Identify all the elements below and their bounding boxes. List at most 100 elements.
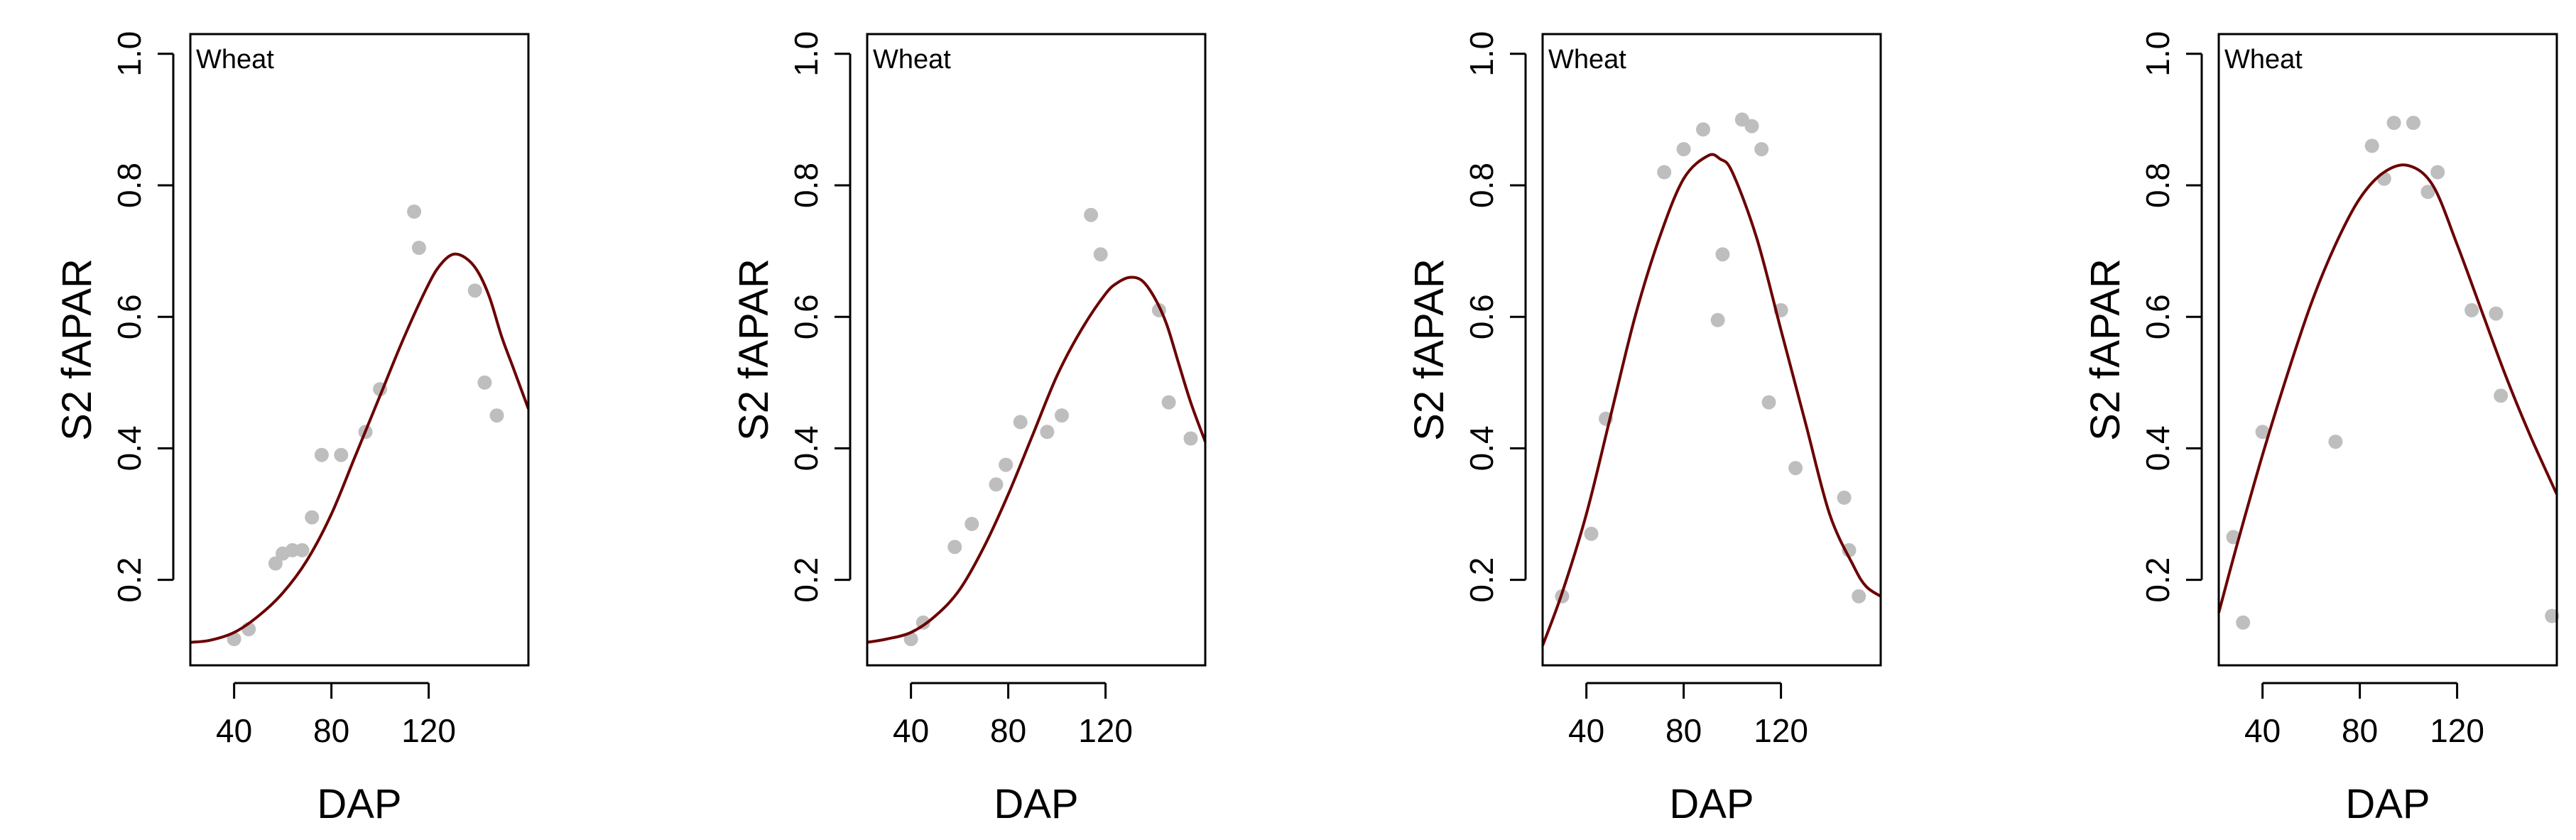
chart-3-point-14: [1788, 461, 1803, 476]
chart-4-point-5: [2364, 138, 2379, 153]
chart-2-x-tick-label-40: 40: [893, 712, 929, 749]
chart-3-x-tick-label-40: 40: [1568, 712, 1604, 749]
chart-2-point-6: [999, 457, 1013, 472]
chart-3-point-6: [1696, 122, 1710, 137]
chart-3-panel-label: Wheat: [1548, 45, 1626, 75]
chart-1-x-axis-label: DAP: [317, 781, 401, 827]
chart-2-x-tick-label-80: 80: [990, 712, 1026, 749]
chart-3-point-10: [1744, 119, 1759, 133]
chart-3-y-axis: 0.2 0.4 0.6 0.8 1.0: [1463, 31, 1527, 603]
chart-2-y-tick-label-0.6: 0.6: [788, 294, 825, 339]
chart-1-y-tick-label-0.8: 0.8: [111, 163, 148, 208]
chart-3-fit-curve: [1541, 153, 1882, 646]
chart-3-point-4: [1657, 165, 1672, 180]
chart-3: 40 80 120 DAP 0.2 0.4 0.6 0.8 1.0 S2 fAPAR Wheat: [1406, 31, 1882, 827]
chart-1-fit-curve: [190, 252, 530, 644]
chart-4-point-11: [2464, 302, 2479, 317]
chart-2-point-7: [1013, 415, 1028, 430]
chart-2-point-13: [1161, 395, 1176, 410]
chart-4-y-axis-label: S2 fAPAR: [2082, 258, 2129, 441]
chart-4-point-14: [2545, 609, 2560, 623]
chart-4-point-4: [2328, 435, 2343, 449]
chart-2-point-9: [1055, 408, 1069, 423]
chart-2-point-10: [1084, 207, 1099, 222]
chart-4-x-tick-label-80: 80: [2342, 712, 2378, 749]
chart-4-point-3: [2255, 425, 2270, 440]
chart-1-y-tick-label-0.6: 0.6: [111, 294, 148, 339]
chart-4-y-tick-label-0.8: 0.8: [2139, 163, 2176, 208]
chart-4-point-7: [2386, 116, 2401, 130]
chart-1-point-9: [334, 447, 349, 462]
chart-1-x-tick-label-80: 80: [313, 712, 349, 749]
chart-3-point-17: [1852, 589, 1866, 604]
chart-1-y-axis-label: S2 fAPAR: [54, 258, 100, 441]
chart-3-y-tick-label-1: 1.0: [1463, 31, 1500, 77]
chart-1-y-tick-label-0.4: 0.4: [111, 425, 148, 471]
chart-2-y-tick-label-1: 1.0: [788, 31, 825, 77]
chart-3-point-8: [1715, 247, 1730, 262]
chart-2-y-axis: 0.2 0.4 0.6 0.8 1.0: [788, 31, 852, 603]
chart-1-points: [227, 204, 504, 646]
chart-3-point-11: [1754, 142, 1769, 157]
chart-3-y-tick-label-0.4: 0.4: [1463, 425, 1500, 471]
chart-2-point-5: [989, 477, 1004, 492]
chart-4-panel-label: Wheat: [2224, 45, 2303, 75]
chart-2-y-tick-label-0.2: 0.2: [788, 557, 825, 603]
chart-2-point-3: [947, 540, 962, 555]
chart-3-y-tick-label-0.8: 0.8: [1463, 163, 1500, 208]
chart-1-point-13: [411, 241, 426, 255]
chart-4-point-10: [2430, 165, 2445, 180]
chart-4-x-axis-label: DAP: [2345, 781, 2430, 827]
chart-4-point-9: [2420, 185, 2435, 200]
chart-4-point-12: [2489, 306, 2504, 321]
chart-1-y-axis: 0.2 0.4 0.6 0.8 1.0: [111, 31, 175, 603]
chart-4-y-axis: 0.2 0.4 0.6 0.8 1.0: [2139, 31, 2203, 603]
chart-4-point-13: [2494, 388, 2509, 403]
chart-2-point-14: [1183, 431, 1198, 446]
chart-1-x-tick-label-120: 120: [401, 712, 456, 749]
chart-3-point-7: [1710, 312, 1725, 327]
chart-3-x-axis: 40 80 120: [1568, 682, 1808, 749]
chart-4-x-tick-label-120: 120: [2430, 712, 2484, 749]
chart-1-point-8: [314, 447, 329, 462]
chart-4-y-tick-label-0.2: 0.2: [2139, 557, 2176, 603]
chart-2-fit-curve: [866, 276, 1207, 644]
chart-4-y-tick-label-1: 1.0: [2139, 31, 2176, 77]
chart-2-point-11: [1093, 247, 1108, 262]
chart-2-points: [903, 207, 1198, 646]
chart-2-point-4: [964, 516, 979, 531]
chart-1-x-tick-label-40: 40: [216, 712, 252, 749]
chart-4-point-2: [2236, 615, 2251, 630]
chart-3-y-tick-label-0.2: 0.2: [1463, 557, 1500, 603]
chart-4-plot-frame: [2217, 33, 2558, 667]
chart-2-panel-label: Wheat: [873, 45, 951, 75]
chart-3-point-15: [1837, 490, 1852, 505]
chart-1-point-12: [407, 204, 422, 219]
chart-3-x-tick-label-120: 120: [1754, 712, 1808, 749]
chart-3-y-tick-label-0.6: 0.6: [1463, 294, 1500, 339]
chart-4-x-tick-label-40: 40: [2244, 712, 2281, 749]
chart-4-x-axis: 40 80 120: [2244, 682, 2484, 749]
chart-1-plot-frame: [189, 33, 530, 667]
chart-2-plot-frame: [866, 33, 1207, 667]
chart-1-point-16: [489, 408, 504, 423]
chart-1-point-14: [467, 283, 482, 298]
chart-1-point-15: [477, 375, 492, 390]
chart-3-x-axis-label: DAP: [1669, 781, 1754, 827]
chart-2-x-axis: 40 80 120: [893, 682, 1133, 749]
chart-2-x-axis-label: DAP: [994, 781, 1078, 827]
chart-3-points: [1555, 112, 1866, 604]
chart-1-point-3: [268, 556, 283, 571]
chart-2-point-1: [903, 632, 918, 646]
chart-3-point-5: [1676, 142, 1691, 157]
chart-1-point-7: [305, 510, 320, 525]
chart-3-y-axis-label: S2 fAPAR: [1406, 258, 1452, 441]
chart-2-y-tick-label-0.8: 0.8: [788, 163, 825, 208]
chart-1-panel-label: Wheat: [196, 45, 274, 75]
chart-4-points: [2226, 116, 2560, 630]
chart-2-y-tick-label-0.4: 0.4: [788, 425, 825, 471]
chart-3-point-12: [1761, 395, 1776, 410]
